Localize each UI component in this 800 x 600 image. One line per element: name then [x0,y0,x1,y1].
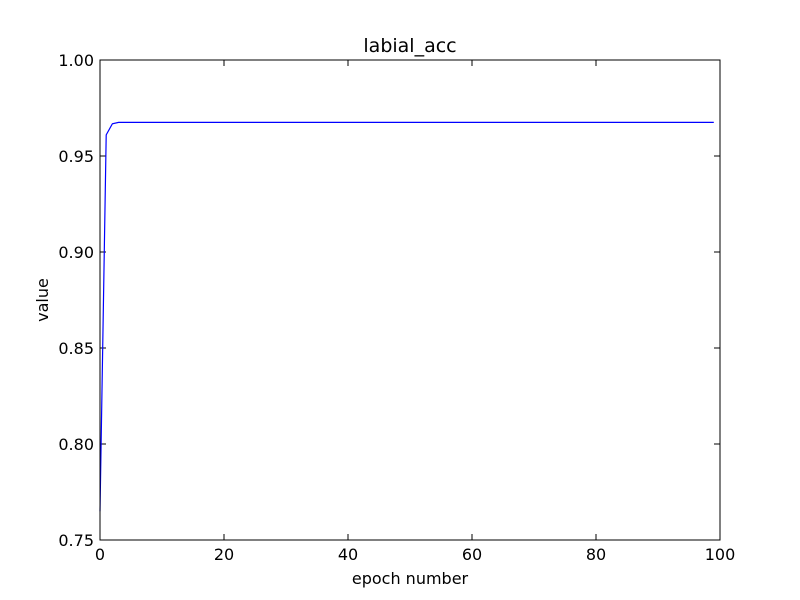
x-tick-label: 0 [95,545,105,564]
y-tick-label: 1.00 [58,51,94,70]
y-tick-label: 0.75 [58,531,94,550]
plot-frame [99,59,721,541]
x-tick-label: 80 [586,545,606,564]
x-tick-label: 100 [705,545,736,564]
series-layer [99,121,714,512]
y-tick-label: 0.80 [58,435,94,454]
y-tick-label: 0.85 [58,339,94,358]
chart-title: labial_acc [363,35,456,57]
y-axis-label: value [33,278,52,322]
x-tick-label: 40 [338,545,358,564]
x-tick-label: 60 [462,545,482,564]
ticks-layer: 0 20 40 60 80 100 0.75 0.80 0.85 0.90 0.95 1.00 [58,51,735,564]
x-tick-label: 20 [214,545,234,564]
x-axis-label: epoch number [352,569,469,588]
series-line-0 [99,121,714,512]
y-tick-label: 0.90 [58,243,94,262]
y-tick-label: 0.95 [58,147,94,166]
